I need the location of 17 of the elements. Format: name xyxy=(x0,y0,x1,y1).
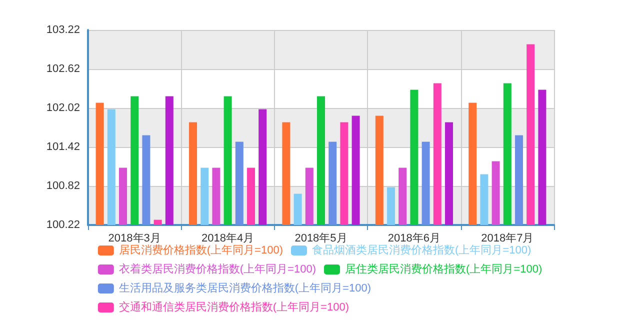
legend-label: 居住类居民消费价格指数(上年同月=100) xyxy=(345,262,542,276)
legend-label: 居民消费价格指数(上年同月=100) xyxy=(118,244,284,256)
x-tick-label: 2018年7月 xyxy=(481,232,534,244)
x-tick-label: 2018年5月 xyxy=(294,232,348,244)
legend-label: 衣着类居民消费价格指数(上年同月=100) xyxy=(118,262,316,276)
legend-label: 生活用品及服务类居民消费价格指数(上年同月=100) xyxy=(118,282,372,294)
x-tick-label: 2018年3月 xyxy=(108,232,161,244)
y-tick-label: 102.62 xyxy=(46,63,80,75)
y-tick-label: 100.82 xyxy=(46,180,80,192)
legend-label: 食品烟酒类居民消费价格指数(上年同月=100) xyxy=(312,244,532,256)
y-tick-label: 100.22 xyxy=(46,219,80,231)
y-tick-label: 103.22 xyxy=(46,24,80,36)
y-tick-label: 101.42 xyxy=(46,141,80,153)
x-tick-label: 2018年6月 xyxy=(388,232,440,244)
legend-label: 交通和通信类居民消费价格指数(上年同月=100) xyxy=(118,300,350,314)
y-tick-label: 102.02 xyxy=(46,102,80,114)
x-tick-label: 2018年4月 xyxy=(202,232,254,244)
